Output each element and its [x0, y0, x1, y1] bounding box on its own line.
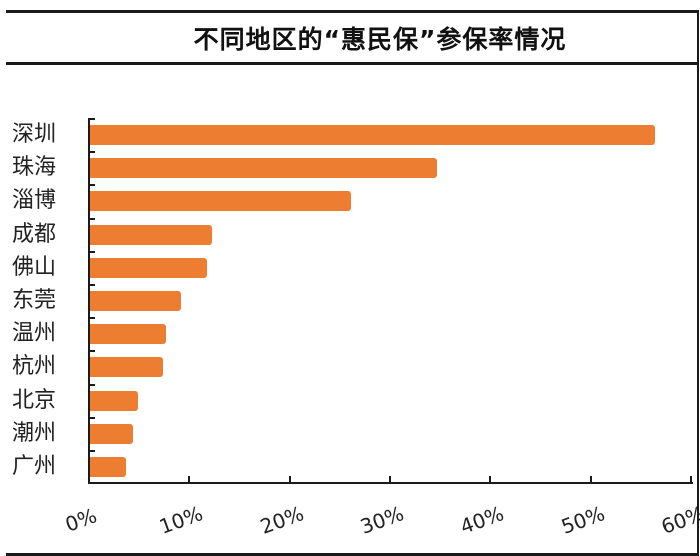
- x-tick: [690, 476, 692, 483]
- category-label: 杭州: [12, 354, 57, 380]
- x-tick: [188, 476, 191, 483]
- category-label: 温州: [12, 321, 57, 347]
- category-label: 北京: [12, 387, 57, 413]
- y-tick: [89, 383, 95, 386]
- chart-title: 不同地区的“惠民保”参保率情况: [193, 25, 567, 54]
- category-label: 东莞: [12, 288, 57, 313]
- x-tick-label: 50%: [557, 501, 608, 539]
- y-axis: [88, 118, 90, 484]
- x-tick: [288, 476, 291, 483]
- y-tick: [89, 250, 95, 253]
- category-label: 佛山: [12, 254, 57, 280]
- bar: [90, 457, 127, 477]
- bar: [90, 224, 213, 245]
- bar: [90, 191, 351, 212]
- bar: [90, 257, 208, 278]
- bar: [90, 291, 182, 311]
- y-tick: [89, 416, 95, 419]
- y-tick: [89, 284, 95, 286]
- y-tick: [89, 450, 95, 452]
- x-tick-label: 0%: [61, 503, 101, 537]
- bar: [90, 324, 167, 345]
- x-tick: [589, 476, 592, 483]
- bar: [90, 357, 164, 378]
- x-tick-label: 20%: [256, 501, 307, 539]
- x-axis: [88, 482, 693, 484]
- category-label: 广州: [12, 454, 57, 479]
- y-tick: [89, 317, 95, 320]
- bar: [90, 390, 139, 411]
- y-tick: [89, 350, 95, 353]
- y-tick: [89, 184, 95, 187]
- bottom-rule: [6, 553, 699, 556]
- category-label: 成都: [12, 221, 57, 247]
- category-label: 深圳: [12, 122, 57, 147]
- x-tick-label: 30%: [357, 501, 407, 539]
- x-tick-label: 60%: [658, 501, 700, 539]
- x-tick: [489, 476, 492, 483]
- frame-right-border: [697, 10, 699, 556]
- x-tick-label: 40%: [457, 501, 508, 539]
- title-top-rule: [6, 10, 699, 13]
- bar: [90, 158, 438, 179]
- bar: [90, 423, 134, 444]
- title-bottom-rule: [6, 62, 699, 65]
- x-tick-label: 10%: [156, 501, 207, 539]
- y-tick: [89, 151, 95, 154]
- bar: [90, 125, 655, 145]
- x-tick: [389, 476, 391, 483]
- category-label: 潮州: [12, 420, 57, 446]
- category-label: 珠海: [12, 155, 57, 181]
- category-label: 淄博: [12, 188, 57, 214]
- y-tick: [89, 217, 95, 220]
- y-tick: [89, 118, 95, 120]
